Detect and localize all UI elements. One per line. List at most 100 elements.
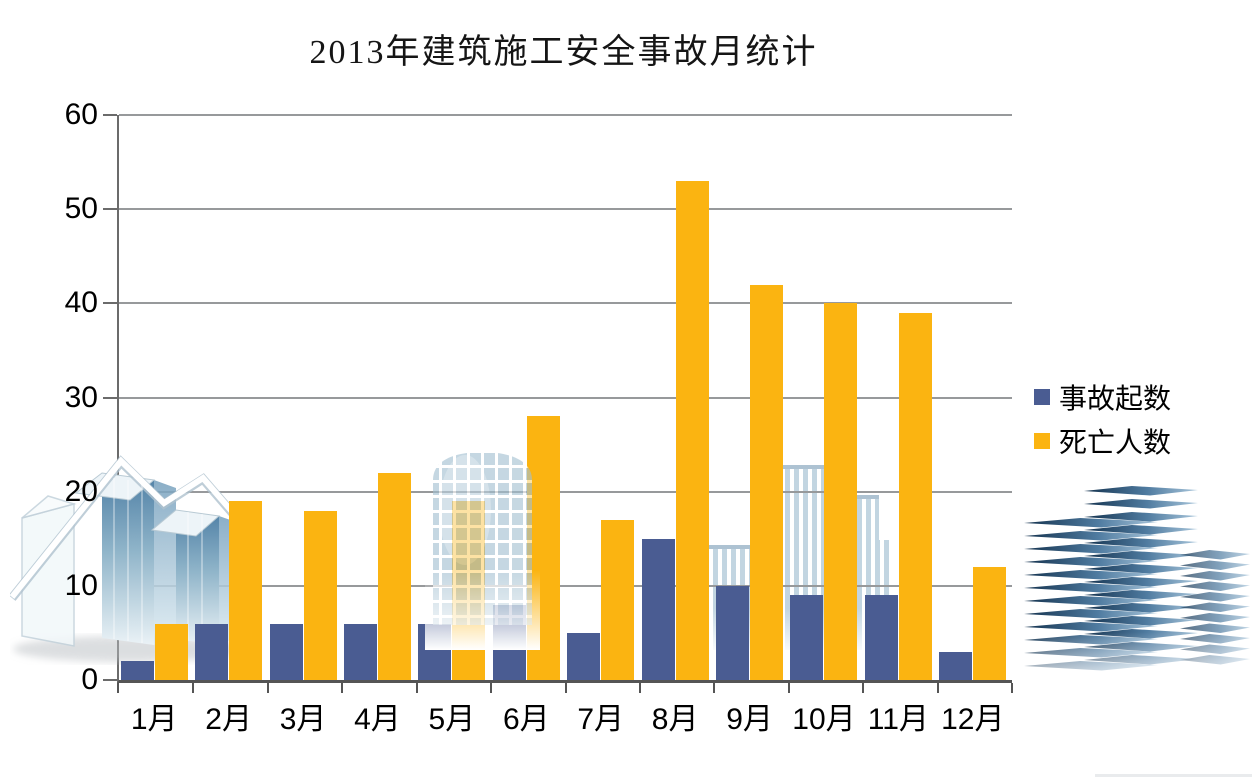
building-slab [1024,648,1158,658]
x-tick-3 [341,683,343,693]
building-slab [1084,538,1198,548]
gridline-40 [119,302,1012,305]
y-axis-label-0: 0 [81,663,98,696]
gridline-50 [119,208,1012,211]
bar-accidents-m6 [492,604,526,680]
x-tick-8 [713,683,715,693]
x-tick-2 [267,683,269,693]
building-slab [1084,512,1198,522]
building-slab [1180,613,1250,623]
building-slab [1024,531,1158,541]
x-axis-label-12: 12月 [941,703,1005,736]
bar-accidents-m9 [716,585,750,680]
bar-accidents-m5 [418,623,452,680]
x-tick-7 [639,683,641,693]
x-axis-label-9: 9月 [726,703,773,736]
x-tick-6 [565,683,567,693]
building-slab [1084,564,1198,574]
x-tick-10 [862,683,864,693]
building-slab [1084,577,1198,587]
building-slab [1024,570,1158,580]
building-slab [1180,571,1250,581]
building-slab [1024,544,1158,554]
building-slab [1024,622,1158,632]
bar-group-3 [266,115,340,680]
building-slab [1180,550,1250,560]
y-axis-label-30: 30 [64,380,98,414]
building-slab [1024,518,1158,528]
building-slab [1084,616,1198,626]
y-axis-label-20: 20 [64,474,98,508]
accidents-swatch-icon [1034,389,1050,405]
building-slab [1084,486,1198,496]
legend-label-deaths: 死亡人数 [1059,427,1172,458]
x-axis-label-2: 2月 [205,703,252,736]
x-tick-11 [937,683,939,693]
stacked-slab-buildings-icon [1018,486,1252,685]
bar-deaths-m1 [154,623,188,680]
bar-deaths-m12 [973,567,1007,680]
building-slab [1084,499,1198,509]
bar-deaths-m11 [898,312,932,680]
y-tick-40 [103,302,117,305]
bar-accidents-m10 [790,595,824,680]
legend: 事故起数 死亡人数 [1034,375,1171,463]
x-axis-label-1: 1月 [130,703,178,736]
building-slab [1084,590,1198,600]
bottom-edge-line [1095,774,1252,777]
building-slab [1084,629,1198,639]
building-slab [1180,655,1250,665]
y-tick-30 [103,396,117,399]
gridline-10 [119,584,1012,587]
building-slab [1024,609,1158,619]
bar-accidents-m12 [939,651,973,680]
bar-accidents-m3 [269,623,303,680]
legend-item-deaths: 死亡人数 [1034,419,1171,463]
y-tick-50 [103,208,117,211]
building-slab [1180,623,1250,633]
bar-group-7 [564,115,638,680]
bar-group-8 [638,115,712,680]
x-axis-label-4: 4月 [354,703,401,736]
y-tick-0 [103,679,117,681]
bar-group-5 [415,115,489,680]
bar-deaths-m10 [824,303,858,680]
building-slab [1180,634,1250,644]
x-axis-label-5: 5月 [428,703,476,736]
bars-layer [117,115,1010,680]
bar-group-12 [936,115,1010,680]
building-slab [1180,592,1250,602]
bar-deaths-m7 [601,519,635,680]
y-axis-label-10: 10 [64,568,98,602]
bar-group-4 [340,115,414,680]
gridline-30 [119,396,1012,399]
bar-deaths-m3 [303,510,337,680]
deaths-swatch-icon [1034,433,1050,449]
building-slab [1024,661,1158,671]
building-slab [1024,583,1158,593]
bar-accidents-m1 [120,661,154,680]
bar-group-2 [191,115,265,680]
x-axis-label-3: 3月 [279,703,327,736]
bar-accidents-m11 [864,595,898,680]
y-axis-label-40: 40 [64,286,98,320]
y-axis-label-60: 60 [64,98,98,131]
gridline-60 [119,114,1012,116]
x-axis-label-7: 7月 [577,703,625,736]
building-slab [1180,602,1250,612]
bar-deaths-m6 [526,416,560,680]
building-slab [1024,635,1158,645]
building-slab [1084,642,1198,652]
plot-area [103,114,1013,693]
y-tick-20 [103,490,117,493]
bar-group-10 [787,115,861,680]
building-slab [1084,603,1198,613]
bar-deaths-m9 [750,284,784,680]
building-slab [1180,581,1250,591]
bar-accidents-m2 [195,623,229,680]
x-tick-0 [117,683,119,693]
x-tick-12 [1011,683,1013,693]
gridline-20 [119,490,1012,493]
bar-group-6 [489,115,563,680]
